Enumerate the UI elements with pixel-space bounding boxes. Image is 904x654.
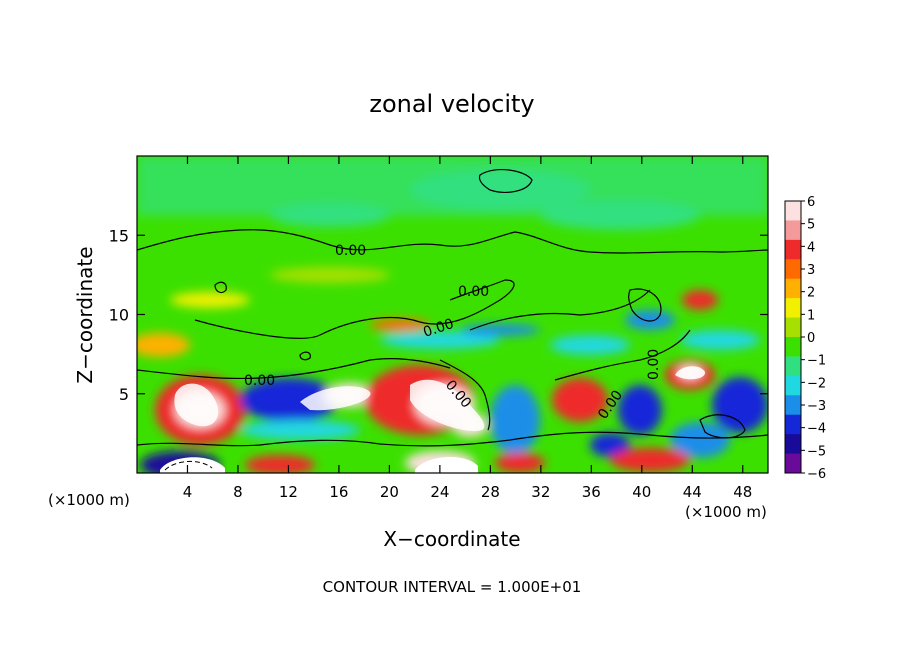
colorbar-swatch [785,375,801,396]
colorbar-swatch [785,337,801,357]
x-unit-label-right: (×1000 m) [685,503,767,521]
colorbar-label: 3 [807,263,815,278]
chart-title: zonal velocity [369,90,534,118]
contour-label: 0.00 [244,373,275,389]
colorbar-swatch [785,298,801,319]
x-tick-label: 44 [683,483,702,501]
heatmap-field: 0.00 0.00 0.00 0.00 0.00 0.00 0.00 [137,156,768,473]
x-tick-label: 16 [329,483,348,501]
x-tick-label: 36 [582,483,601,501]
colorbar-label: −5 [807,444,826,459]
x-tick-label: 12 [279,483,298,501]
x-tick-label: 4 [183,483,193,501]
y-axis-label: Z−coordinate [73,246,97,383]
colorbar-swatch [785,453,801,474]
colorbar-swatch [785,414,801,435]
y-tick-label: 5 [119,385,129,404]
x-axis-label: X−coordinate [383,527,520,551]
contour-lines [137,168,768,447]
colorbar-swatch [785,201,801,221]
x-tick-label: 40 [632,483,651,501]
contour-label-group: 0.00 0.00 0.00 0.00 0.00 0.00 0.00 [244,243,662,422]
colorbar-label: −2 [807,376,826,391]
colorbar-swatch [785,239,801,260]
contour-label: 0.00 [335,243,366,259]
x-tick-label: 24 [430,483,449,501]
colorbar-swatch [785,434,801,455]
contour-interval-note: CONTOUR INTERVAL = 1.000E+01 [323,578,582,596]
x-unit-label-left: (×1000 m) [48,491,130,509]
colorbar-label: 1 [807,308,815,323]
colorbar-label: −3 [807,399,826,414]
colorbar-swatch [785,259,801,280]
y-axis: 5 10 15 [109,226,768,404]
colorbar-swatch [785,220,801,241]
x-tick-label: 20 [380,483,399,501]
colorbar-label: −1 [807,354,826,369]
colorbar-swatch [785,278,801,299]
colorbar-label: −4 [807,422,826,437]
colorbar-swatch [785,356,801,377]
y-tick-label: 15 [109,226,129,245]
colorbar: 6 5 4 3 2 1 0 −1 −2 −3 −4 −5 −6 [784,195,826,482]
x-tick-label: 48 [733,483,752,501]
colorbar-label: 2 [807,286,815,301]
colorbar-label: 6 [807,195,815,210]
y-tick-label: 10 [109,306,129,325]
colorbar-label: 5 [807,218,815,233]
x-tick-label: 32 [531,483,550,501]
contour-label: 0.00 [646,349,662,380]
colorbar-swatch [785,395,801,416]
colorbar-label: 0 [807,331,815,346]
x-tick-label: 28 [481,483,500,501]
colorbar-swatch [785,317,801,338]
colorbar-label: 4 [807,240,815,255]
colorbar-label: −6 [807,467,826,482]
x-axis: 4 8 12 16 20 24 28 32 36 40 44 48 [183,156,752,501]
x-tick-label: 8 [233,483,243,501]
contour-label: 0.00 [458,284,489,300]
